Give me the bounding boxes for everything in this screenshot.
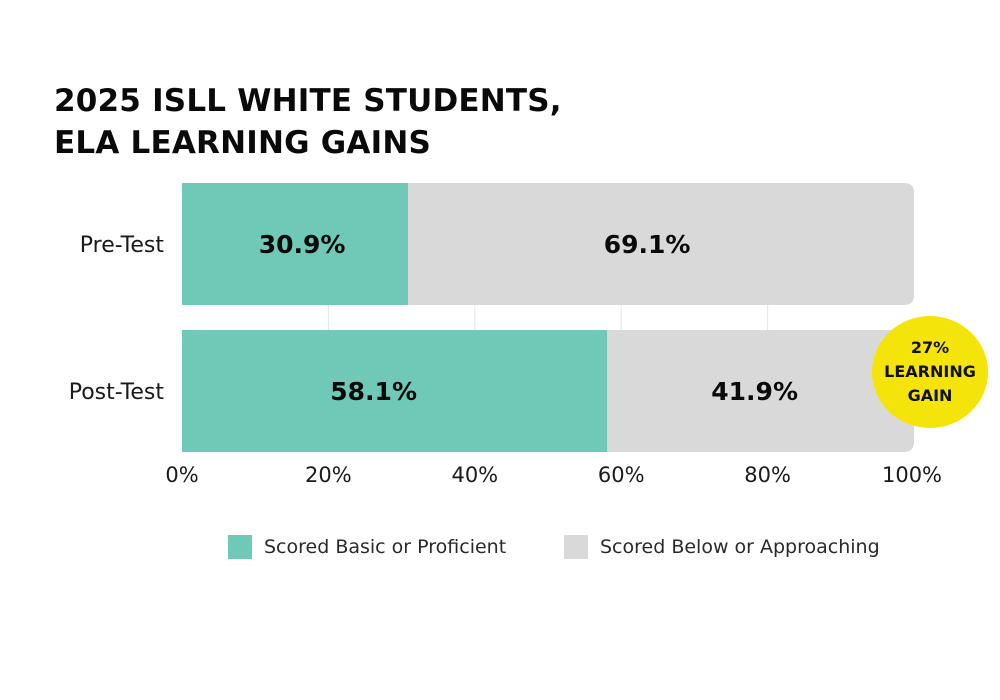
x-tick-label-20: 20% [305, 463, 352, 487]
bar-pre-test-proficient [182, 183, 409, 305]
learning-gain-label-line-1: LEARNING [884, 362, 976, 381]
chart-title-line-1: 2025 ISLL WHITE STUDENTS, [54, 83, 562, 119]
data-label-post-test-proficient: 58.1% [330, 377, 417, 406]
bar-group-post-test [182, 330, 914, 452]
legend-item-below: Scored Below or Approaching [564, 534, 880, 560]
learning-gain-badge: 27% LEARNING GAIN [872, 316, 988, 428]
legend-swatch-below [564, 535, 588, 559]
category-label-post-test: Post-Test [69, 380, 165, 405]
legend-label-proficient: Scored Basic or Proficient [264, 536, 507, 558]
legend-label-below: Scored Below or Approaching [600, 536, 880, 558]
learning-gain-value: 27% [910, 338, 950, 357]
category-label-pre-test: Pre-Test [80, 233, 165, 258]
x-tick-label-60: 60% [598, 463, 645, 487]
x-tick-label-40: 40% [451, 463, 498, 487]
bar-post-test-below [607, 330, 914, 452]
bar-pre-test-below [408, 183, 914, 305]
x-tick-label-100: 100% [882, 463, 942, 487]
data-label-post-test-below: 41.9% [711, 377, 798, 406]
bar-post-test-proficient [182, 330, 608, 452]
legend-item-proficient: Scored Basic or Proficient [228, 534, 506, 560]
chart-title-line-2: ELA LEARNING GAINS [54, 125, 432, 161]
chart-legend: Scored Basic or Proficient Scored Below … [0, 534, 1000, 560]
learning-gain-label-line-2: GAIN [907, 386, 953, 405]
x-tick-label-80: 80% [744, 463, 791, 487]
data-label-pre-test-proficient: 30.9% [259, 230, 346, 259]
bar-group-pre-test [182, 183, 914, 305]
data-label-pre-test-below: 69.1% [604, 230, 691, 259]
chart-title: 2025 ISLL WHITE STUDENTS, ELA LEARNING G… [54, 80, 562, 164]
legend-swatch-proficient [228, 535, 252, 559]
x-tick-label-0: 0% [165, 463, 198, 487]
